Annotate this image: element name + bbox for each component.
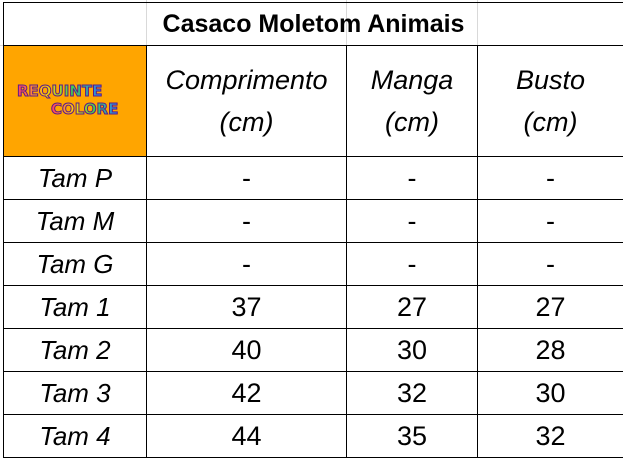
cell-comprimento: - [147,243,347,286]
table-row: Tam M - - - [4,200,623,243]
cell-manga: - [347,243,478,286]
cell-busto: 32 [478,415,623,458]
cell-manga: 32 [347,372,478,415]
cell-busto: 30 [478,372,623,415]
column-header-comprimento: Comprimento (cm) [147,46,347,157]
table-row: Tam G - - - [4,243,623,286]
column-header-unit: (cm) [347,101,477,143]
size-table: Casaco Moletom Animais REQUINTE COLORE C… [3,2,623,458]
cell-manga: 35 [347,415,478,458]
table-row: Tam 2 40 30 28 [4,329,623,372]
cell-busto: - [478,200,623,243]
row-label: Tam P [4,157,147,200]
table-row: Tam 4 44 35 32 [4,415,623,458]
table-title: Casaco Moletom Animais [4,3,623,46]
column-header-unit: (cm) [478,101,623,143]
cell-manga: - [347,200,478,243]
logo-text-line2: COLORE [51,100,118,118]
cell-manga: 30 [347,329,478,372]
column-header-label: Comprimento [147,59,346,101]
cell-comprimento: 40 [147,329,347,372]
cell-busto: - [478,243,623,286]
column-header-unit: (cm) [147,101,346,143]
brand-logo-cell: REQUINTE COLORE [4,46,147,157]
cell-busto: - [478,157,623,200]
cell-manga: 27 [347,286,478,329]
table-row: Tam P - - - [4,157,623,200]
cell-busto: 28 [478,329,623,372]
cell-comprimento: - [147,200,347,243]
row-label: Tam 2 [4,329,147,372]
brand-logo: REQUINTE COLORE [11,79,139,119]
row-label: Tam 1 [4,286,147,329]
column-header-label: Busto [478,59,623,101]
row-label: Tam 4 [4,415,147,458]
row-label: Tam 3 [4,372,147,415]
cell-busto: 27 [478,286,623,329]
column-header-label: Manga [347,59,477,101]
title-row: Casaco Moletom Animais [4,3,623,46]
header-row: REQUINTE COLORE Comprimento (cm) Manga (… [4,46,623,157]
column-header-busto: Busto (cm) [478,46,623,157]
logo-text-line1: REQUINTE [17,82,102,100]
cell-comprimento: - [147,157,347,200]
table-row: Tam 1 37 27 27 [4,286,623,329]
row-label: Tam M [4,200,147,243]
table-row: Tam 3 42 32 30 [4,372,623,415]
cell-comprimento: 44 [147,415,347,458]
cell-comprimento: 42 [147,372,347,415]
column-header-manga: Manga (cm) [347,46,478,157]
row-label: Tam G [4,243,147,286]
cell-manga: - [347,157,478,200]
cell-comprimento: 37 [147,286,347,329]
